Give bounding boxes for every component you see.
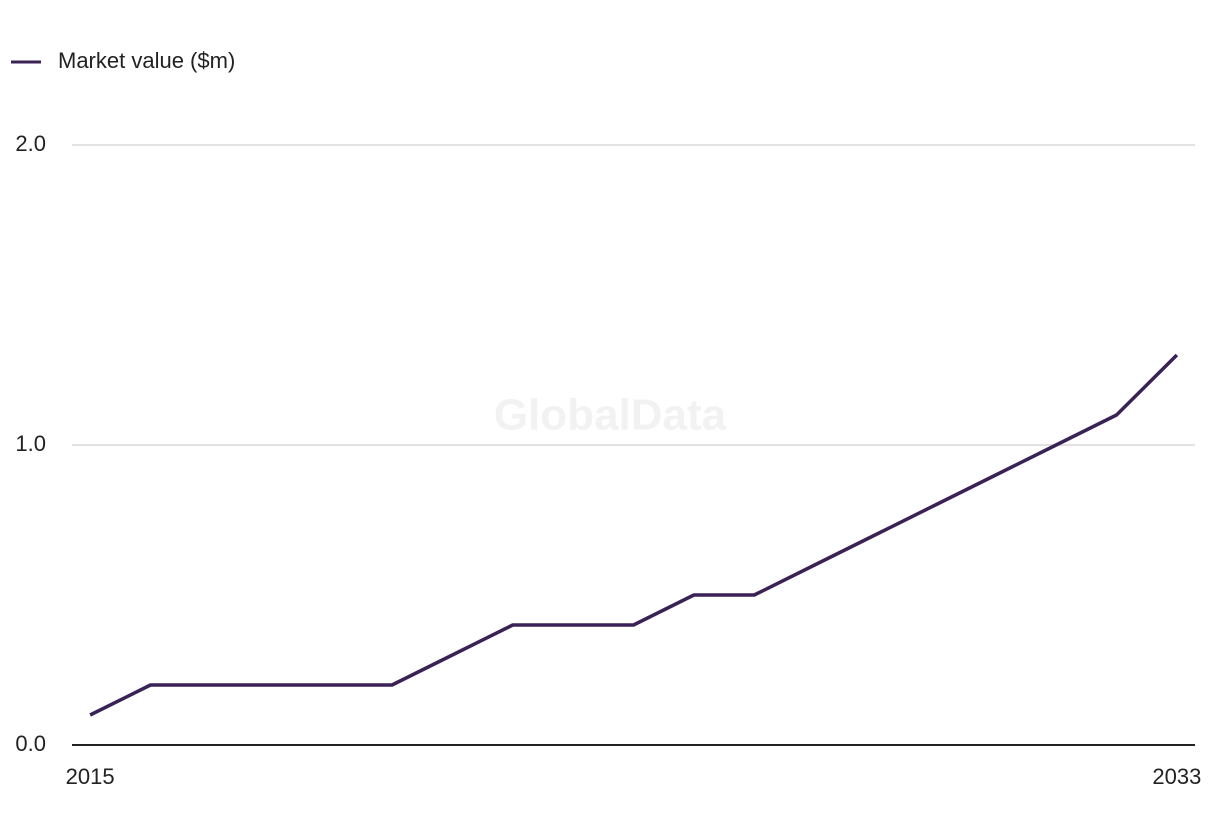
legend-label: Market value ($m) (58, 48, 235, 73)
y-tick-label: 2.0 (15, 131, 46, 156)
y-tick-label: 0.0 (15, 731, 46, 756)
x-tick-label: 2033 (1152, 764, 1201, 789)
watermark: GlobalData (494, 391, 727, 440)
data-line (89, 353, 1179, 717)
y-tick-label: 1.0 (15, 431, 46, 456)
x-tick-label: 2015 (66, 764, 115, 789)
